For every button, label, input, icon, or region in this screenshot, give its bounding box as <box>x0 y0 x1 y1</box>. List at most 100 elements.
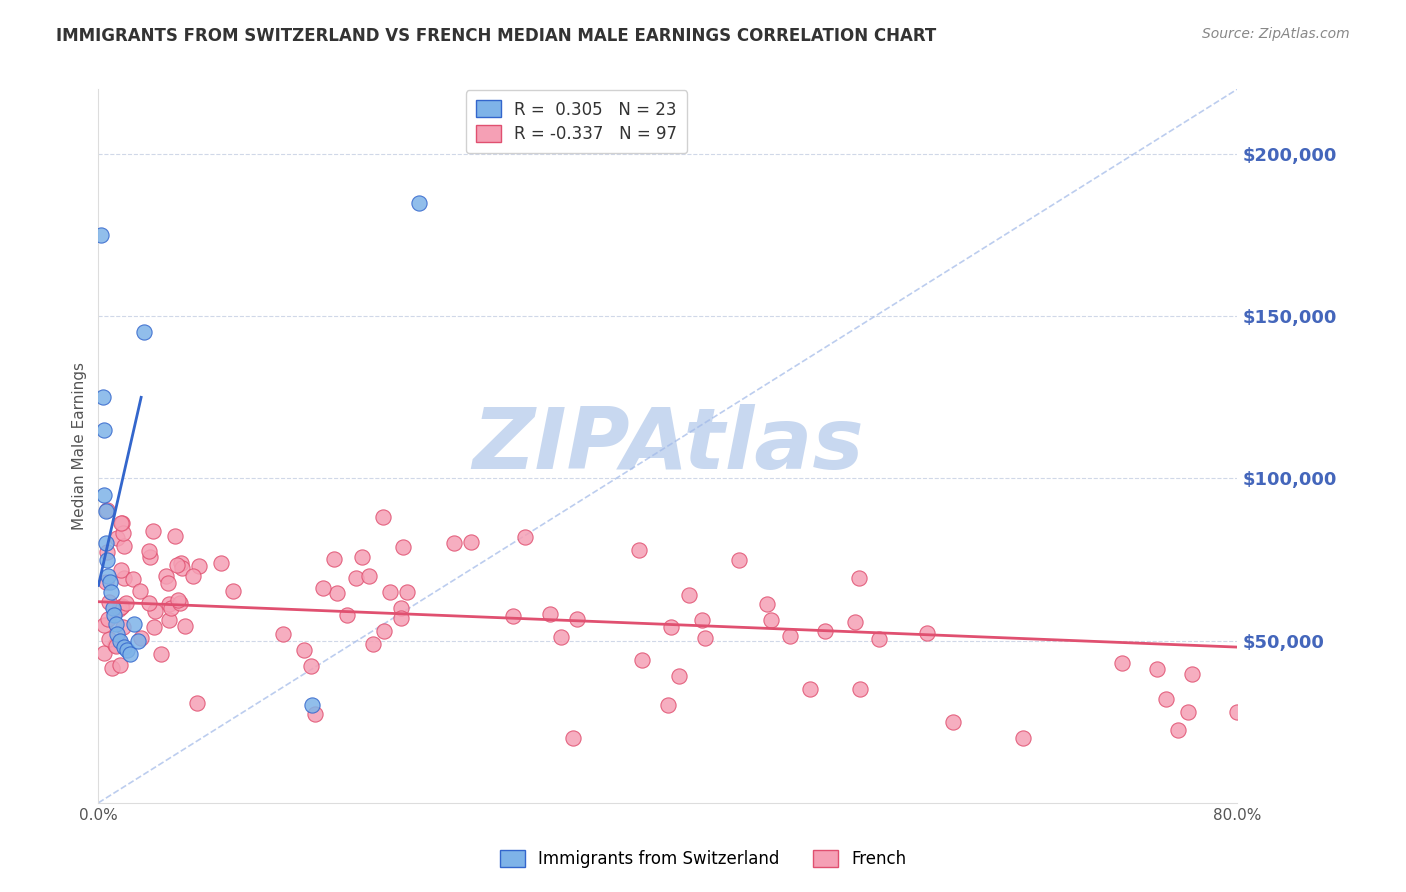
French <box>93 618 115 632</box>
French <box>799 682 821 697</box>
French <box>344 571 367 585</box>
French <box>110 516 132 531</box>
Text: IMMIGRANTS FROM SWITZERLAND VS FRENCH MEDIAN MALE EARNINGS CORRELATION CHART: IMMIGRANTS FROM SWITZERLAND VS FRENCH ME… <box>56 27 936 45</box>
French <box>631 652 654 666</box>
French <box>166 558 188 573</box>
French <box>395 585 418 599</box>
French <box>1177 705 1199 719</box>
French <box>271 626 294 640</box>
French <box>1146 662 1168 676</box>
Immigrants from Switzerland <box>115 643 138 657</box>
French <box>659 620 682 634</box>
French <box>93 646 115 660</box>
Immigrants from Switzerland <box>301 698 323 713</box>
French <box>849 681 872 696</box>
Legend: R =  0.305   N = 23, R = -0.337   N = 97: R = 0.305 N = 23, R = -0.337 N = 97 <box>465 90 688 153</box>
French <box>942 714 965 729</box>
French <box>460 534 482 549</box>
French <box>96 503 118 517</box>
French <box>391 540 413 554</box>
French <box>917 626 939 640</box>
French <box>304 706 326 721</box>
French <box>110 599 132 614</box>
French <box>97 595 120 609</box>
French <box>149 648 172 662</box>
French <box>174 618 197 632</box>
French <box>129 584 152 599</box>
French <box>209 556 232 570</box>
French <box>378 585 401 599</box>
French <box>138 544 160 558</box>
French <box>389 611 412 625</box>
French <box>167 593 190 607</box>
French <box>156 575 179 590</box>
Immigrants from Switzerland <box>90 228 112 243</box>
French <box>756 598 779 612</box>
French <box>668 669 690 683</box>
Immigrants from Switzerland <box>94 504 117 518</box>
French <box>170 556 193 570</box>
French <box>728 552 751 566</box>
French <box>143 620 166 634</box>
French <box>221 584 243 599</box>
French <box>129 631 152 645</box>
Immigrants from Switzerland <box>105 627 128 641</box>
French <box>172 561 194 575</box>
French <box>357 569 380 583</box>
French <box>186 696 208 710</box>
Immigrants from Switzerland <box>96 552 118 566</box>
French <box>111 599 134 613</box>
French <box>105 531 128 545</box>
French <box>779 630 801 644</box>
French <box>94 575 117 590</box>
French <box>97 612 120 626</box>
French <box>98 632 121 647</box>
French <box>373 510 395 524</box>
Immigrants from Switzerland <box>94 536 117 550</box>
French <box>844 615 866 629</box>
Immigrants from Switzerland <box>408 195 430 210</box>
French <box>1181 666 1204 681</box>
French <box>1167 723 1189 738</box>
Immigrants from Switzerland <box>103 607 125 622</box>
French <box>678 588 700 602</box>
French <box>163 529 186 543</box>
French <box>157 613 180 627</box>
French <box>1154 692 1177 706</box>
Text: Source: ZipAtlas.com: Source: ZipAtlas.com <box>1202 27 1350 41</box>
French <box>628 542 651 557</box>
Immigrants from Switzerland <box>122 617 145 632</box>
French <box>159 601 181 615</box>
French <box>389 600 412 615</box>
French <box>104 638 127 652</box>
Immigrants from Switzerland <box>127 633 149 648</box>
French <box>361 637 384 651</box>
French <box>138 596 160 610</box>
French <box>1226 705 1249 719</box>
French <box>112 539 135 553</box>
Legend: Immigrants from Switzerland, French: Immigrants from Switzerland, French <box>494 843 912 875</box>
French <box>139 550 162 565</box>
French <box>690 613 713 627</box>
Immigrants from Switzerland <box>93 488 115 502</box>
French <box>848 571 870 585</box>
French <box>502 608 524 623</box>
French <box>169 596 191 610</box>
French <box>112 526 135 541</box>
French <box>114 596 136 610</box>
French <box>565 612 588 626</box>
French <box>110 564 132 578</box>
Immigrants from Switzerland <box>112 640 135 654</box>
Immigrants from Switzerland <box>93 423 115 437</box>
French <box>693 631 716 645</box>
Immigrants from Switzerland <box>118 647 141 661</box>
French <box>155 569 177 583</box>
French <box>561 731 583 745</box>
French <box>325 586 347 600</box>
French <box>322 551 344 566</box>
French <box>108 657 131 672</box>
French <box>181 569 204 583</box>
French <box>336 608 359 623</box>
French <box>299 659 322 673</box>
French <box>157 597 180 611</box>
